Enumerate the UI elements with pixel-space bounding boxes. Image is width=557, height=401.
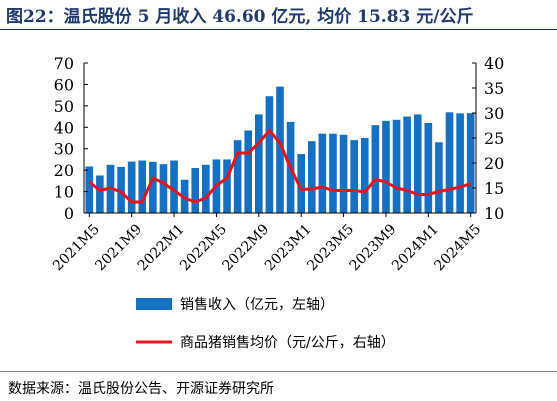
- right-tick-label: 10: [484, 204, 504, 223]
- left-tick-label: 30: [54, 140, 74, 159]
- legend-bar-label: 销售收入（亿元，左轴）: [180, 297, 334, 313]
- bar-2022M8: [244, 130, 253, 213]
- source-note: 数据来源：温氏股份公告、开源证券研究所: [8, 381, 274, 397]
- bar-2021M5: [85, 166, 94, 213]
- left-tick-label: 50: [54, 97, 74, 116]
- right-tick-label: 40: [484, 54, 504, 73]
- x-tick-label: 2024M5: [431, 221, 484, 274]
- bar-2023M12: [413, 114, 422, 213]
- bar-2024M5: [466, 113, 475, 213]
- left-tick-label: 10: [54, 183, 74, 202]
- x-axis-ticks: 2021M52021M92022M12022M52022M92023M12023…: [50, 213, 484, 274]
- bar-2023M9: [382, 120, 390, 213]
- right-tick-label: 20: [484, 154, 504, 173]
- bar-2022M3: [191, 168, 200, 213]
- bar-2021M6: [96, 175, 104, 213]
- left-tick-label: 60: [54, 75, 74, 94]
- bar-2023M7: [360, 138, 369, 213]
- bar-2023M2: [307, 141, 316, 213]
- bar-2024M4: [456, 113, 464, 213]
- bar-2023M10: [392, 119, 401, 213]
- left-tick-label: 20: [54, 161, 74, 180]
- bar-2023M8: [371, 125, 380, 213]
- right-tick-label: 30: [484, 104, 504, 123]
- legend-line-label: 商品猪销售均价（元/公斤，右轴）: [180, 335, 395, 351]
- bar-2021M12: [159, 164, 168, 213]
- bar-2023M11: [403, 116, 411, 213]
- left-axis-ticks: 0 10 20 30 40 50 60 70: [54, 54, 88, 223]
- bar-2023M6: [350, 140, 358, 213]
- bar-2023M1: [297, 154, 306, 213]
- bar-2021M8: [117, 166, 125, 213]
- left-tick-label: 70: [54, 54, 74, 73]
- title-divider: [0, 29, 557, 30]
- legend: 销售收入（亿元，左轴） 商品猪销售均价（元/公斤，右轴）: [136, 297, 395, 351]
- bar-2022M1: [170, 160, 178, 213]
- bar-2022M11: [276, 86, 284, 213]
- right-tick-label: 35: [484, 79, 504, 98]
- bar-2022M9: [255, 114, 263, 213]
- left-tick-label: 40: [54, 118, 74, 137]
- bar-2021M9: [127, 161, 136, 213]
- right-axis-ticks: 10 15 20 25 30 35 40: [472, 54, 504, 223]
- bar-2023M5: [339, 134, 348, 213]
- bar-2024M2: [435, 142, 443, 213]
- bar-2021M10: [138, 160, 147, 213]
- bar-2022M10: [265, 96, 274, 213]
- source-divider: [0, 371, 557, 372]
- left-tick-label: 0: [64, 204, 74, 223]
- bar-2023M3: [318, 133, 327, 213]
- bar-2022M7: [233, 140, 242, 213]
- right-tick-label: 15: [484, 179, 504, 198]
- bar-2024M3: [445, 112, 454, 213]
- bar-2024M1: [424, 123, 433, 213]
- right-tick-label: 25: [484, 129, 504, 148]
- chart: 0 10 20 30 40 50 60 70 10 15 20 25 30 35 40 2021M5202…: [50, 54, 504, 351]
- bar-2023M4: [329, 133, 337, 213]
- line-series-group: [88, 129, 472, 204]
- bar-2022M6: [223, 159, 231, 213]
- legend-bar-swatch: [136, 298, 172, 310]
- bar-2021M11: [149, 161, 157, 213]
- figure-title: 图22：温氏股份 5 月收入 46.60 亿元, 均价 15.83 元/公斤: [6, 7, 474, 27]
- bar-2022M4: [202, 164, 210, 213]
